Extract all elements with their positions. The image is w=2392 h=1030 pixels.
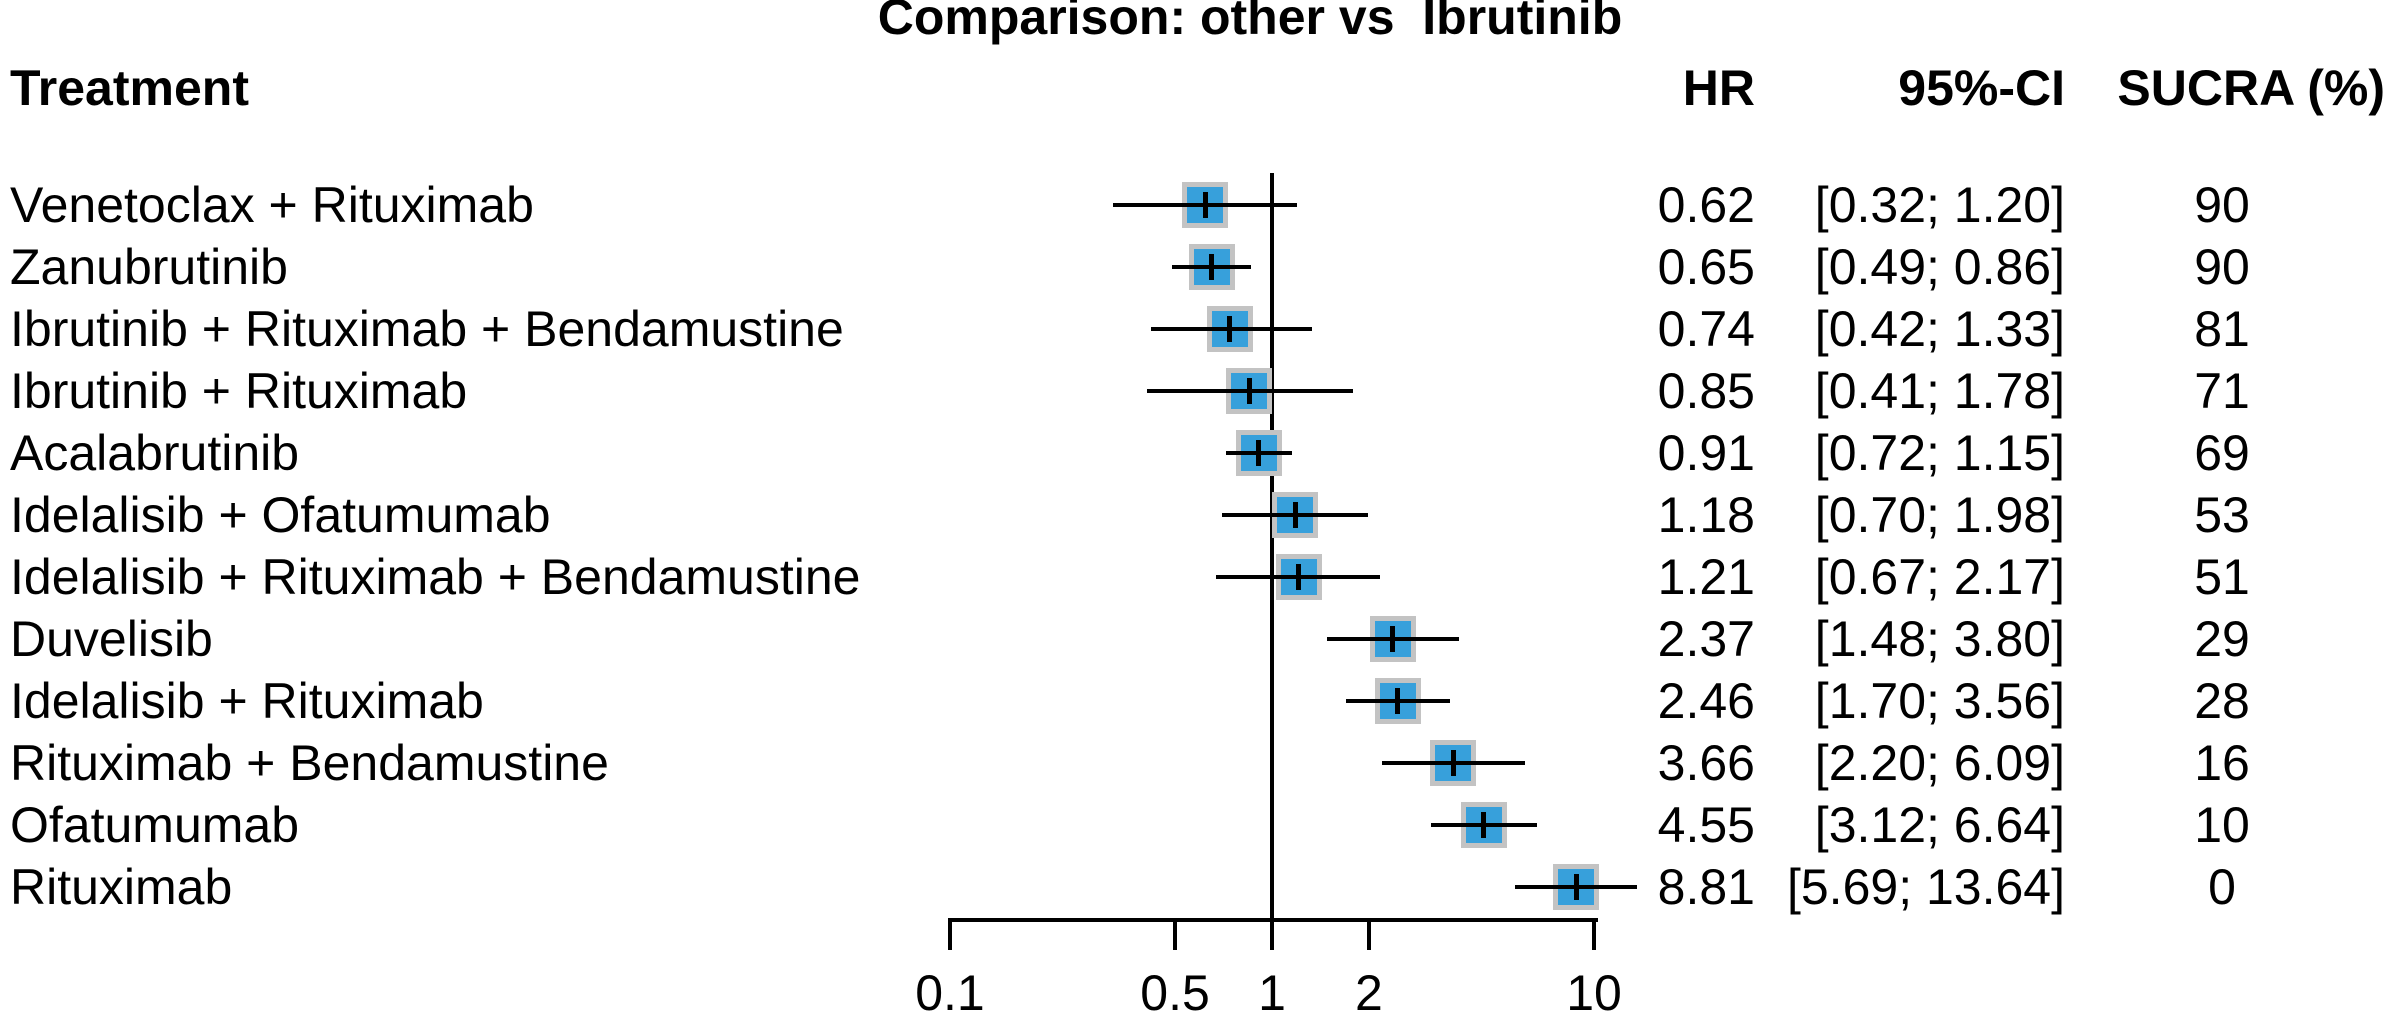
point-estimate-tick: [1395, 688, 1401, 714]
treatment-label: Rituximab: [10, 859, 233, 915]
point-estimate-tick: [1227, 316, 1233, 342]
hr-value: 0.62: [1657, 177, 1755, 233]
sucra-value: 51: [2194, 549, 2250, 605]
column-header-treatment: Treatment: [10, 60, 249, 116]
hr-value: 3.66: [1657, 735, 1755, 791]
x-axis-tick-label: 0.1: [915, 965, 985, 1021]
hr-value: 0.85: [1657, 363, 1755, 419]
chart-title: Comparison: other vs Ibrutinib: [877, 0, 1623, 45]
column-header-hr: HR: [1682, 60, 1755, 116]
hr-value: 1.21: [1657, 549, 1755, 605]
hr-value: 2.37: [1657, 611, 1755, 667]
ci-value: [0.49; 0.86]: [1814, 239, 2065, 295]
x-axis-tick-label: 10: [1566, 965, 1622, 1021]
point-estimate-tick: [1256, 440, 1262, 466]
hr-value: 0.74: [1657, 301, 1755, 357]
treatment-label: Idelalisib + Rituximab: [10, 673, 484, 729]
sucra-value: 90: [2194, 239, 2250, 295]
point-estimate-tick: [1296, 564, 1302, 590]
ci-value: [3.12; 6.64]: [1814, 797, 2065, 853]
x-axis-line: [950, 918, 1598, 922]
point-estimate-tick: [1481, 812, 1487, 838]
ci-value: [0.72; 1.15]: [1814, 425, 2065, 481]
x-axis-tick-label: 0.5: [1140, 965, 1210, 1021]
point-estimate-tick: [1390, 626, 1396, 652]
ci-value: [0.67; 2.17]: [1814, 549, 2065, 605]
sucra-value: 28: [2194, 673, 2250, 729]
sucra-value: 53: [2194, 487, 2250, 543]
x-axis-tick: [1366, 918, 1371, 950]
column-header-ci: 95%-CI: [1898, 60, 2065, 116]
ci-value: [0.41; 1.78]: [1814, 363, 2065, 419]
treatment-label: Acalabrutinib: [10, 425, 300, 481]
hr-value: 1.18: [1657, 487, 1755, 543]
point-estimate-tick: [1209, 254, 1215, 280]
treatment-label: Zanubrutinib: [10, 239, 288, 295]
point-estimate-tick: [1450, 750, 1456, 776]
sucra-value: 90: [2194, 177, 2250, 233]
sucra-value: 0: [2208, 859, 2236, 915]
treatment-label: Ibrutinib + Rituximab + Bendamustine: [10, 301, 844, 357]
column-header-sucra: SUCRA (%): [2117, 60, 2385, 116]
treatment-label: Ibrutinib + Rituximab: [10, 363, 468, 419]
x-axis-tick-label: 1: [1258, 965, 1286, 1021]
ci-value: [0.70; 1.98]: [1814, 487, 2065, 543]
sucra-value: 10: [2194, 797, 2250, 853]
hr-value: 0.91: [1657, 425, 1755, 481]
hr-value: 4.55: [1657, 797, 1755, 853]
sucra-value: 16: [2194, 735, 2250, 791]
point-estimate-tick: [1573, 874, 1579, 900]
treatment-label: Ofatumumab: [10, 797, 300, 853]
treatment-label: Venetoclax + Rituximab: [10, 177, 534, 233]
ci-value: [0.32; 1.20]: [1814, 177, 2065, 233]
x-axis-tick: [1592, 918, 1596, 950]
sucra-value: 29: [2194, 611, 2250, 667]
point-estimate-tick: [1202, 192, 1208, 218]
x-axis-tick-label: 2: [1355, 965, 1383, 1021]
point-estimate-tick: [1292, 502, 1298, 528]
reference-line: [1270, 173, 1274, 918]
hr-value: 8.81: [1657, 859, 1755, 915]
x-axis-tick: [1173, 918, 1178, 950]
sucra-value: 69: [2194, 425, 2250, 481]
treatment-label: Rituximab + Bendamustine: [10, 735, 609, 791]
point-estimate-tick: [1246, 378, 1252, 404]
treatment-label: Duvelisib: [10, 611, 213, 667]
ci-value: [5.69; 13.64]: [1786, 859, 2065, 915]
hr-value: 0.65: [1657, 239, 1755, 295]
ci-value: [1.70; 3.56]: [1814, 673, 2065, 729]
hr-value: 2.46: [1657, 673, 1755, 729]
ci-value: [0.42; 1.33]: [1814, 301, 2065, 357]
x-axis-tick: [948, 918, 952, 950]
ci-value: [2.20; 6.09]: [1814, 735, 2065, 791]
ci-value: [1.48; 3.80]: [1814, 611, 2065, 667]
sucra-value: 81: [2194, 301, 2250, 357]
x-axis-tick: [1270, 918, 1274, 950]
treatment-label: Idelalisib + Ofatumumab: [10, 487, 551, 543]
treatment-label: Idelalisib + Rituximab + Bendamustine: [10, 549, 861, 605]
sucra-value: 71: [2194, 363, 2250, 419]
